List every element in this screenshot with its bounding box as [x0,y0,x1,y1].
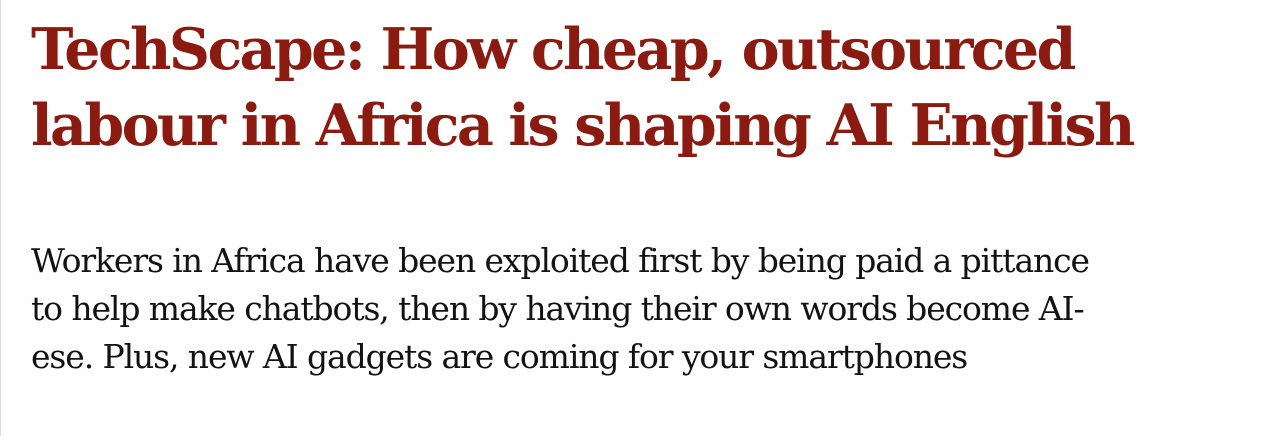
article-standfirst: Workers in Africa have been exploited fi… [31,241,1090,376]
article-headline: TechScape: How cheap, outsourced labour … [31,16,1135,159]
